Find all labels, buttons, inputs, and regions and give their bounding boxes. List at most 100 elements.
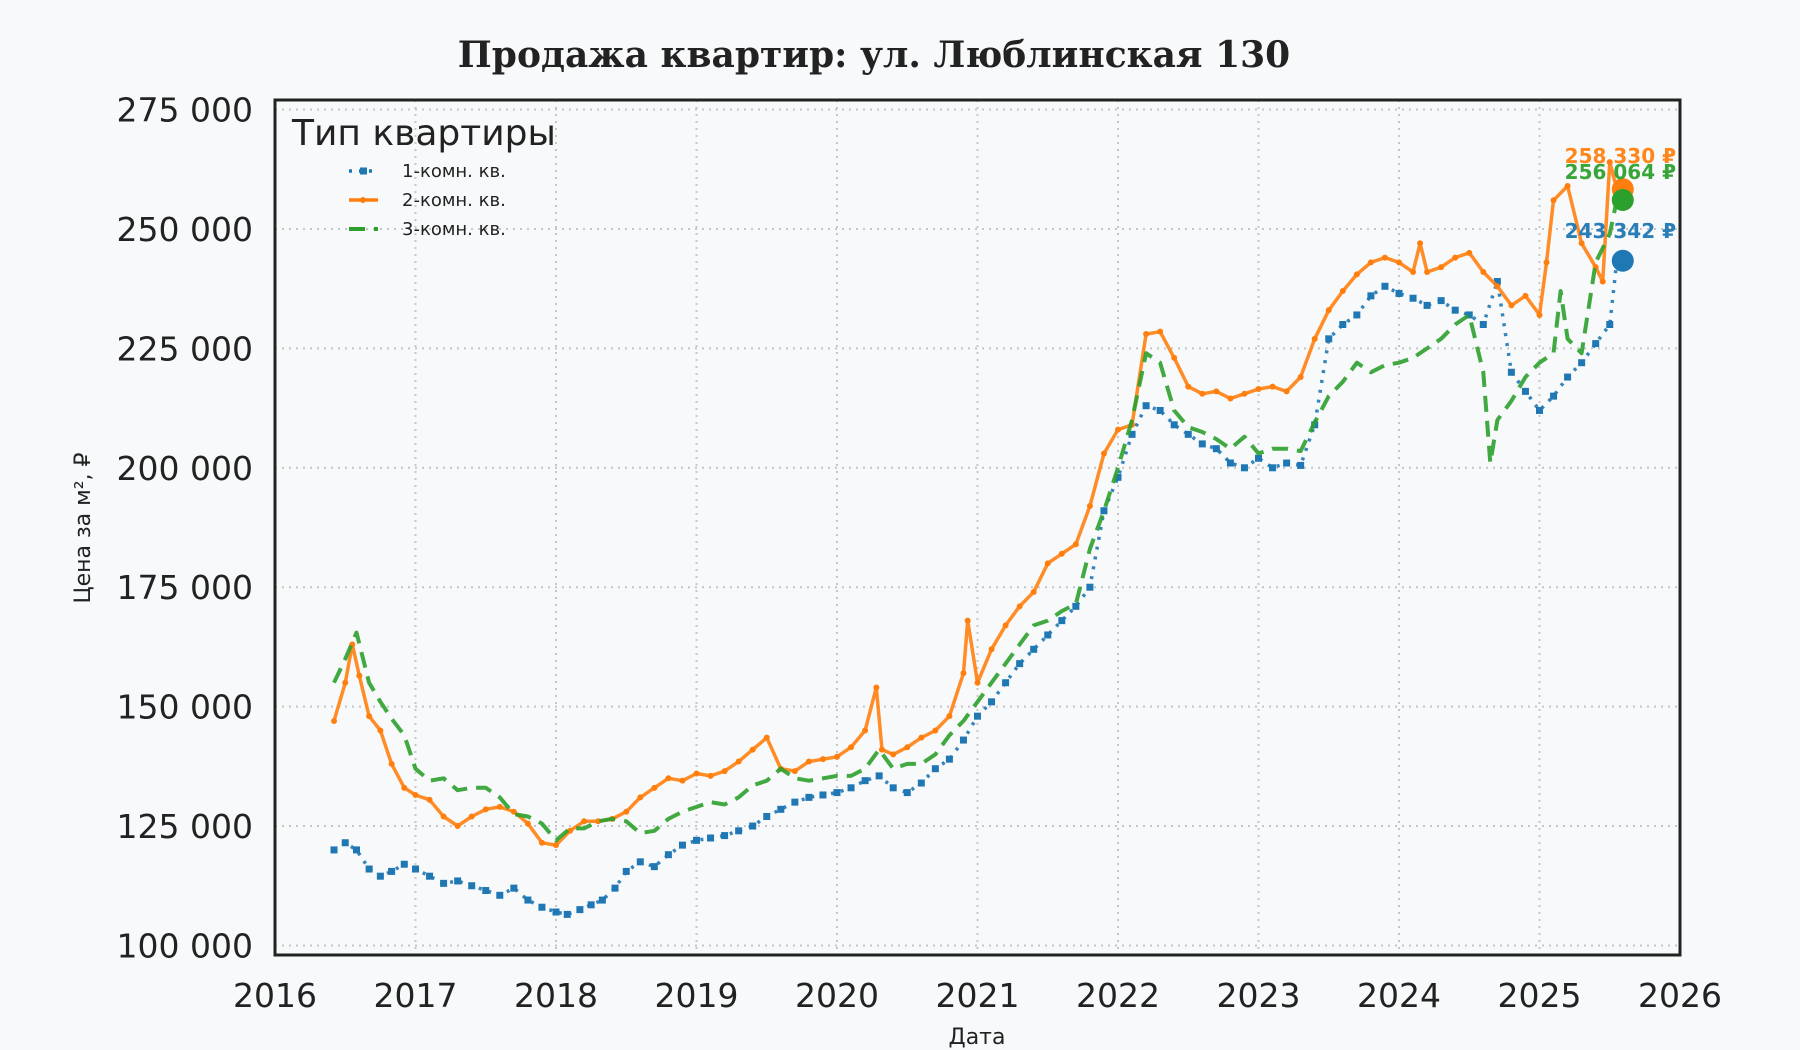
data-point <box>1030 588 1037 595</box>
x-tick-label: 2022 <box>1076 976 1160 1015</box>
data-point <box>918 734 925 741</box>
end-labels: 243 342 ₽ 258 330 ₽256 064 ₽ <box>1565 144 1676 272</box>
data-point <box>524 820 531 827</box>
data-point <box>1325 335 1333 343</box>
data-point <box>1507 368 1515 376</box>
data-point <box>1578 359 1586 367</box>
data-point <box>834 753 840 760</box>
data-point <box>440 879 448 887</box>
data-point <box>1198 440 1206 448</box>
data-point <box>862 727 869 734</box>
data-point <box>1100 450 1107 457</box>
data-point <box>1395 289 1403 297</box>
data-point <box>341 839 349 847</box>
data-point <box>974 712 981 720</box>
data-point <box>1212 445 1220 453</box>
data-point <box>1058 550 1065 557</box>
data-point <box>496 803 503 810</box>
y-tick-label: 175 000 <box>117 568 253 607</box>
data-point <box>946 713 953 720</box>
data-point <box>932 727 939 734</box>
data-point <box>1227 395 1234 402</box>
data-point <box>847 784 855 792</box>
data-point <box>873 684 880 691</box>
x-tick-label: 2026 <box>1638 976 1722 1015</box>
data-point <box>440 813 447 820</box>
data-point <box>1367 259 1374 266</box>
data-point <box>1339 320 1347 328</box>
data-point <box>331 717 338 724</box>
data-point <box>903 789 911 797</box>
data-point <box>650 863 658 871</box>
data-point <box>376 872 384 880</box>
data-point <box>1226 459 1234 467</box>
data-point <box>665 775 672 782</box>
data-point <box>1564 373 1572 381</box>
data-point <box>988 646 995 653</box>
data-point <box>777 805 785 813</box>
data-point <box>1114 473 1122 481</box>
legend-marker <box>360 167 367 175</box>
x-tick-label: 2017 <box>374 976 458 1015</box>
data-point <box>1550 392 1558 400</box>
data-point <box>878 746 885 753</box>
data-point <box>693 770 700 777</box>
data-point <box>1543 259 1550 266</box>
data-point <box>890 751 897 758</box>
data-point <box>964 617 971 624</box>
data-point <box>1578 240 1585 247</box>
data-point <box>1185 383 1192 390</box>
data-point <box>1128 430 1136 438</box>
data-point <box>763 812 771 820</box>
data-point <box>749 822 757 830</box>
data-point <box>1269 383 1276 390</box>
data-point <box>1184 430 1192 438</box>
data-point <box>707 772 714 779</box>
data-point <box>651 784 658 791</box>
data-point <box>721 832 729 840</box>
data-point <box>791 798 799 806</box>
data-point <box>1381 254 1388 261</box>
data-point <box>1086 583 1094 591</box>
data-point <box>412 791 419 798</box>
data-point <box>960 670 967 677</box>
data-point <box>791 768 798 775</box>
data-point <box>664 851 672 859</box>
data-point <box>1417 240 1424 247</box>
data-point <box>819 791 827 799</box>
data-point <box>735 827 743 835</box>
data-point <box>1044 631 1052 639</box>
data-point <box>1437 297 1445 305</box>
y-tick-label: 275 000 <box>117 91 253 130</box>
data-point <box>988 698 996 706</box>
data-point <box>1170 421 1178 429</box>
data-point <box>563 910 571 918</box>
data-point <box>400 860 408 868</box>
data-point <box>366 713 373 720</box>
data-point <box>861 777 869 785</box>
data-point <box>388 760 395 767</box>
legend-label: 2-комн. кв. <box>402 190 506 211</box>
data-point <box>1240 464 1248 472</box>
data-point <box>1002 679 1010 687</box>
plot-frame <box>273 98 1682 957</box>
data-point <box>1325 307 1332 314</box>
data-point <box>598 896 606 904</box>
data-point <box>749 746 756 753</box>
data-point <box>1171 354 1178 361</box>
data-point <box>401 784 408 791</box>
legend: Тип квартиры 1-комн. кв. 2-комн. кв. 3-ком… <box>291 113 556 240</box>
data-point <box>1255 454 1262 462</box>
data-point <box>1550 197 1557 204</box>
data-point <box>833 789 841 797</box>
data-point <box>1599 278 1606 285</box>
data-point <box>482 806 489 813</box>
data-point <box>1494 283 1501 290</box>
y-tick-label: 150 000 <box>117 688 253 727</box>
data-point <box>945 755 953 763</box>
data-point <box>721 768 728 775</box>
data-point <box>805 758 812 765</box>
end-marker <box>1611 249 1634 272</box>
data-point <box>637 794 644 801</box>
